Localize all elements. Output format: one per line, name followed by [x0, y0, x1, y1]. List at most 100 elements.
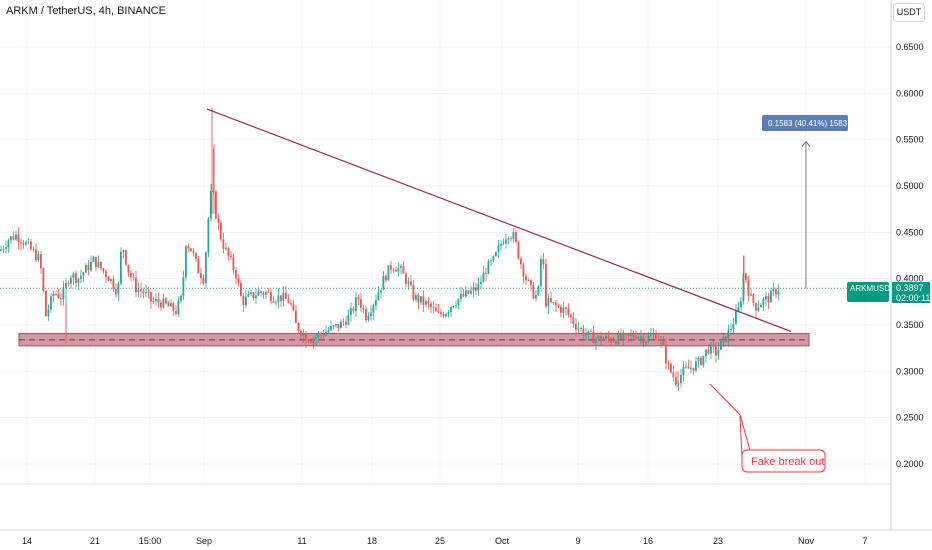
candle-body	[330, 326, 332, 331]
candle-body	[77, 278, 80, 283]
candle-body	[65, 282, 67, 288]
candle-body	[325, 331, 327, 336]
price-axis-tag-bg	[892, 282, 930, 303]
candle-body	[470, 290, 472, 294]
candle-body	[600, 336, 602, 342]
candle-body	[672, 372, 675, 378]
annotation-box[interactable]: Fake break out	[741, 449, 826, 473]
candle-body	[132, 277, 135, 278]
candle-body	[260, 291, 262, 293]
candle-body	[195, 252, 197, 259]
candle-body	[5, 247, 7, 249]
candle-body	[647, 336, 650, 342]
candle-body	[105, 271, 107, 278]
support-zone[interactable]	[18, 333, 810, 347]
candle-body	[412, 285, 415, 300]
candle-body	[370, 312, 372, 316]
candle-body	[117, 283, 120, 295]
candle-body	[772, 289, 775, 291]
candle-body	[197, 258, 200, 274]
candle-body	[62, 287, 65, 300]
annotation-pointer-1	[709, 383, 741, 416]
price-axis-tag-countdown: 02:00:11	[896, 293, 930, 303]
candle-body	[297, 322, 300, 331]
candle-body	[20, 242, 22, 244]
candle-body	[755, 302, 757, 311]
currency-button[interactable]: USDT	[893, 3, 925, 22]
candle-body	[495, 252, 497, 257]
annotation-callout[interactable]	[709, 383, 751, 459]
candle-body	[700, 357, 702, 366]
candle-body	[157, 299, 160, 303]
candle-body	[190, 248, 192, 252]
candle-body	[192, 251, 195, 253]
candle-body	[140, 289, 142, 292]
candle-body	[705, 349, 707, 356]
candle-body	[57, 294, 60, 299]
candle-body	[737, 307, 740, 312]
y-axis[interactable]: 0.6500 0.6000 0.5500 0.5000 0.4500 0.4000 0.35…	[896, 42, 924, 469]
candlestick-series	[0, 107, 780, 392]
candle-body	[215, 191, 217, 219]
candle-body	[442, 314, 445, 317]
candle-body	[510, 238, 512, 240]
candle-body	[25, 242, 27, 245]
candle-body	[97, 261, 100, 268]
x-axis[interactable]: 14 21 15:00 Sep 11 18 25 Oct 9 16 23 Nov 7	[22, 536, 868, 546]
candle-body	[717, 349, 720, 356]
x-tick-label: 11	[297, 536, 306, 546]
candle-body	[695, 361, 697, 371]
candle-body	[625, 333, 627, 335]
trendline[interactable]	[206, 108, 792, 333]
candle-body	[665, 345, 667, 364]
candle-body	[127, 264, 130, 273]
annotation-pointer-2	[739, 414, 743, 459]
candle-body	[767, 296, 770, 303]
candle-body	[475, 287, 477, 291]
candle-body	[15, 234, 17, 240]
candle-body	[177, 300, 180, 315]
measure-arrow[interactable]	[801, 140, 811, 289]
candle-body	[160, 302, 162, 308]
candle-body	[252, 292, 255, 299]
candle-body	[0, 249, 2, 251]
candle-body	[497, 245, 500, 253]
candle-body	[72, 273, 75, 278]
measure-label[interactable]: 0.1583 (40.41%) 1583	[762, 115, 848, 131]
candle-body	[507, 238, 510, 240]
measure-label-bg	[762, 115, 848, 131]
candle-body	[555, 302, 557, 306]
candle-body	[520, 258, 522, 265]
candle-body	[107, 277, 110, 281]
candle-body	[282, 292, 285, 301]
candle-body	[225, 247, 227, 249]
candle-body	[32, 249, 35, 250]
candle-body	[535, 294, 537, 299]
candle-body	[445, 313, 447, 317]
candle-body	[500, 244, 502, 246]
candle-body	[212, 190, 215, 192]
candle-body	[397, 267, 400, 272]
candle-body	[332, 325, 335, 327]
candle-body	[110, 279, 112, 281]
candle-body	[775, 289, 777, 295]
candle-body	[615, 341, 617, 345]
candle-body	[265, 291, 267, 295]
candle-body	[80, 275, 82, 279]
measure-label-text: 0.1583 (40.41%) 1583	[768, 119, 848, 128]
candle-body	[240, 282, 242, 296]
candle-body	[557, 305, 560, 307]
candle-body	[702, 355, 705, 366]
candle-body	[37, 254, 40, 261]
candle-body	[487, 261, 490, 274]
candle-body	[310, 340, 312, 343]
candle-body	[82, 272, 85, 276]
candle-body	[60, 298, 62, 300]
candle-body	[447, 311, 450, 314]
candle-body	[75, 273, 77, 283]
candle-body	[232, 257, 235, 271]
candle-body	[155, 299, 157, 302]
candle-body	[362, 307, 365, 309]
candle-body	[720, 341, 722, 350]
